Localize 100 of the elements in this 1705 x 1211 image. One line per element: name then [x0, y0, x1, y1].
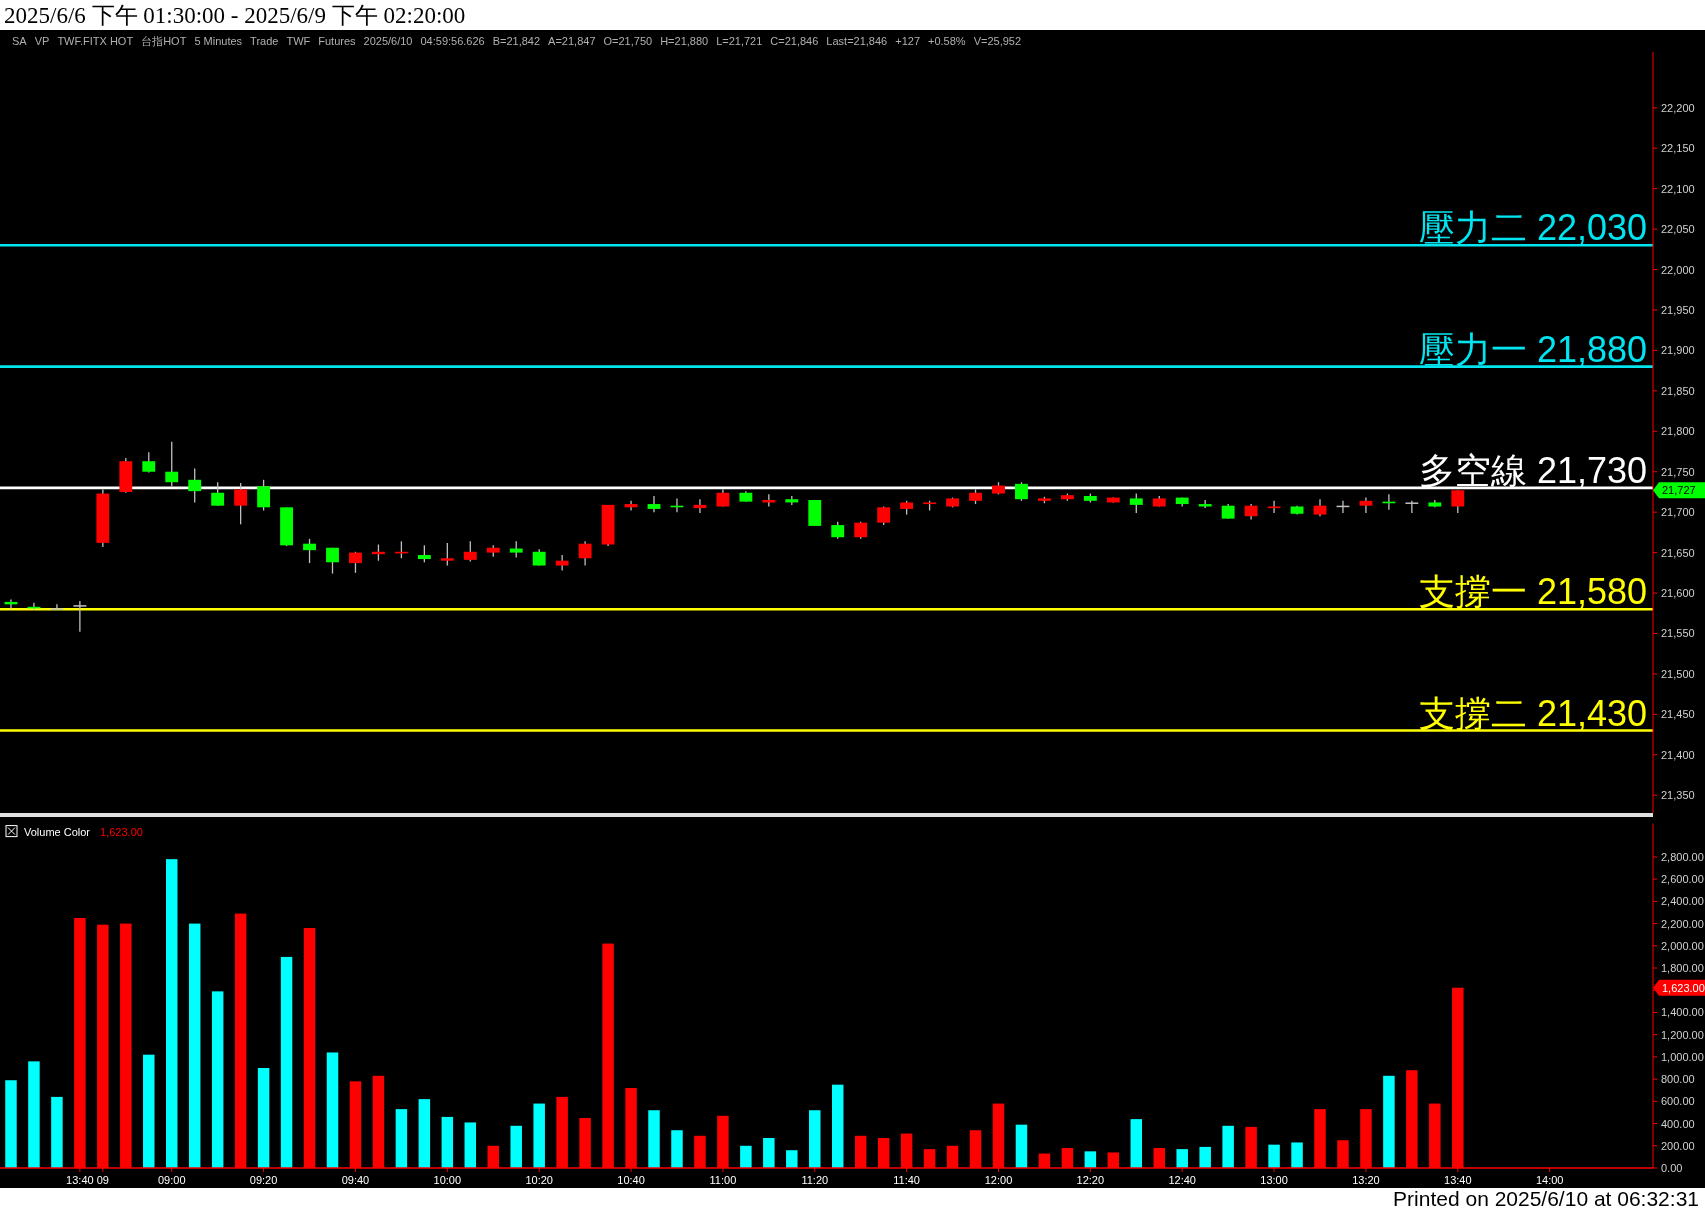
- annotation: Volume Color: [24, 825, 91, 838]
- candlestick: [211, 481, 225, 507]
- bar: [533, 1103, 545, 1168]
- text: C=21,846: [770, 35, 819, 47]
- candlestick: [142, 451, 156, 474]
- text: +0.58%: [928, 35, 966, 47]
- candlestick: [1359, 496, 1373, 514]
- candlestick: [440, 542, 454, 567]
- text: A=21,847: [548, 35, 596, 47]
- text: 21,727: [1662, 484, 1696, 497]
- x-tick-label: 13:00: [1260, 1174, 1288, 1186]
- y-tick-label: 21,400: [1661, 748, 1695, 761]
- x-tick-label: 13:40: [1444, 1174, 1472, 1186]
- ref-line-label: 壓力二 22,030: [1418, 207, 1647, 249]
- bar: [1084, 1151, 1097, 1168]
- text: Printed on 2025/6/10 at 06:32:31: [1393, 1187, 1699, 1210]
- y-tick-label: 21,700: [1661, 506, 1695, 519]
- y-tick-label: 22,050: [1661, 223, 1695, 236]
- bar: [5, 1080, 17, 1168]
- text: L=21,721: [716, 35, 763, 47]
- bar: [648, 1110, 660, 1168]
- x-tick-label: 09:40: [341, 1174, 370, 1186]
- bar: [1176, 1149, 1188, 1168]
- text: Trade: [250, 35, 279, 47]
- y-tick-label: 21,650: [1661, 546, 1695, 559]
- bar: [763, 1138, 775, 1168]
- x-tick-label: 14:00: [1535, 1174, 1564, 1186]
- candlestick: [234, 482, 248, 525]
- y-tick-label: 1,000.00: [1661, 1050, 1704, 1063]
- y-tick-label: 21,850: [1661, 384, 1695, 397]
- candlestick: [578, 540, 592, 567]
- y-tick-label: 22,100: [1661, 182, 1695, 195]
- y-tick-label: 21,750: [1661, 465, 1695, 478]
- bar: [831, 1084, 844, 1168]
- annotation: 1,623.00: [100, 825, 143, 838]
- y-tick-label: 21,900: [1661, 344, 1695, 357]
- y-tick-label: 21,550: [1661, 627, 1695, 640]
- y-tick-label: 1,400.00: [1661, 1006, 1704, 1019]
- text: SA: [12, 35, 28, 47]
- y-tick-label: 22,150: [1661, 142, 1695, 155]
- text: 2025/6/10: [363, 35, 413, 47]
- x-tick-label: 13:40: [66, 1174, 94, 1186]
- bar: [257, 1068, 270, 1168]
- x-tick-label: 12:20: [1076, 1174, 1105, 1186]
- candlestick: [50, 603, 64, 610]
- x-tick-label: 09: [96, 1174, 109, 1186]
- text: Last=21,846: [826, 35, 888, 47]
- x-tick-label: 12:00: [984, 1174, 1013, 1186]
- bar: [1268, 1144, 1280, 1168]
- bar: [671, 1130, 683, 1168]
- text: B=21,842: [492, 35, 541, 47]
- text: H=21,880: [660, 35, 709, 47]
- y-tick-label: 21,800: [1661, 425, 1695, 438]
- bar: [1015, 1124, 1028, 1168]
- x-tick-label: 10:00: [433, 1174, 462, 1186]
- x-tick-label: 09:00: [157, 1174, 186, 1186]
- ref-line-label: 壓力一 21,880: [1418, 328, 1647, 370]
- x-tick-label: 11:00: [709, 1174, 737, 1186]
- candlestick: [349, 551, 362, 574]
- ref-line-label: 支撐一 21,580: [1418, 571, 1647, 613]
- y-tick-label: 21,350: [1661, 789, 1695, 802]
- candlestick: [303, 538, 316, 564]
- text: V=25,952: [973, 35, 1022, 47]
- text: Futures: [318, 35, 357, 47]
- candlestick: [1405, 500, 1419, 514]
- bar: [211, 991, 224, 1168]
- y-tick-label: 2,800.00: [1661, 850, 1704, 863]
- chart-title: 2025/6/6 下午 01:30:00 - 2025/6/9 下午 02:20:00: [4, 3, 466, 28]
- y-tick-label: 21,600: [1661, 587, 1695, 600]
- x-tick-label: 10:40: [617, 1174, 645, 1186]
- x-tick-label: 11:40: [893, 1174, 920, 1186]
- bar: [809, 1110, 821, 1168]
- y-tick-label: 22,000: [1661, 263, 1695, 276]
- y-tick-label: 21,950: [1661, 303, 1695, 316]
- y-tick-label: 800.00: [1661, 1073, 1695, 1086]
- y-tick-label: 2,000.00: [1661, 939, 1704, 952]
- x-tick-label: 09:20: [249, 1174, 278, 1186]
- y-tick-label: 21,450: [1661, 708, 1695, 721]
- text: 1,623.00: [1662, 981, 1705, 994]
- text: 5 Minutes: [194, 35, 243, 47]
- bar: [1291, 1142, 1303, 1168]
- bar: [464, 1122, 477, 1168]
- x-tick-label: 10:20: [525, 1174, 553, 1186]
- bar: [280, 956, 293, 1168]
- text: 04:59:56.626: [420, 35, 485, 47]
- text: +127: [895, 35, 921, 47]
- y-tick-label: 200.00: [1661, 1139, 1695, 1152]
- candlestick: [165, 441, 179, 487]
- text: TWF: [286, 35, 311, 47]
- x-tick-label: 13:20: [1352, 1174, 1380, 1186]
- candlestick: [1267, 500, 1281, 514]
- bar: [188, 923, 201, 1168]
- x-tick-label: 11:20: [801, 1174, 829, 1186]
- bar: [395, 1109, 408, 1168]
- y-tick-label: 1,800.00: [1661, 962, 1704, 975]
- text: TWF.FITX HOT: [57, 35, 134, 47]
- text: 台指HOT: [141, 35, 187, 47]
- candlestick: [73, 600, 87, 633]
- bar: [1383, 1075, 1395, 1168]
- y-tick-label: 22,200: [1661, 101, 1695, 114]
